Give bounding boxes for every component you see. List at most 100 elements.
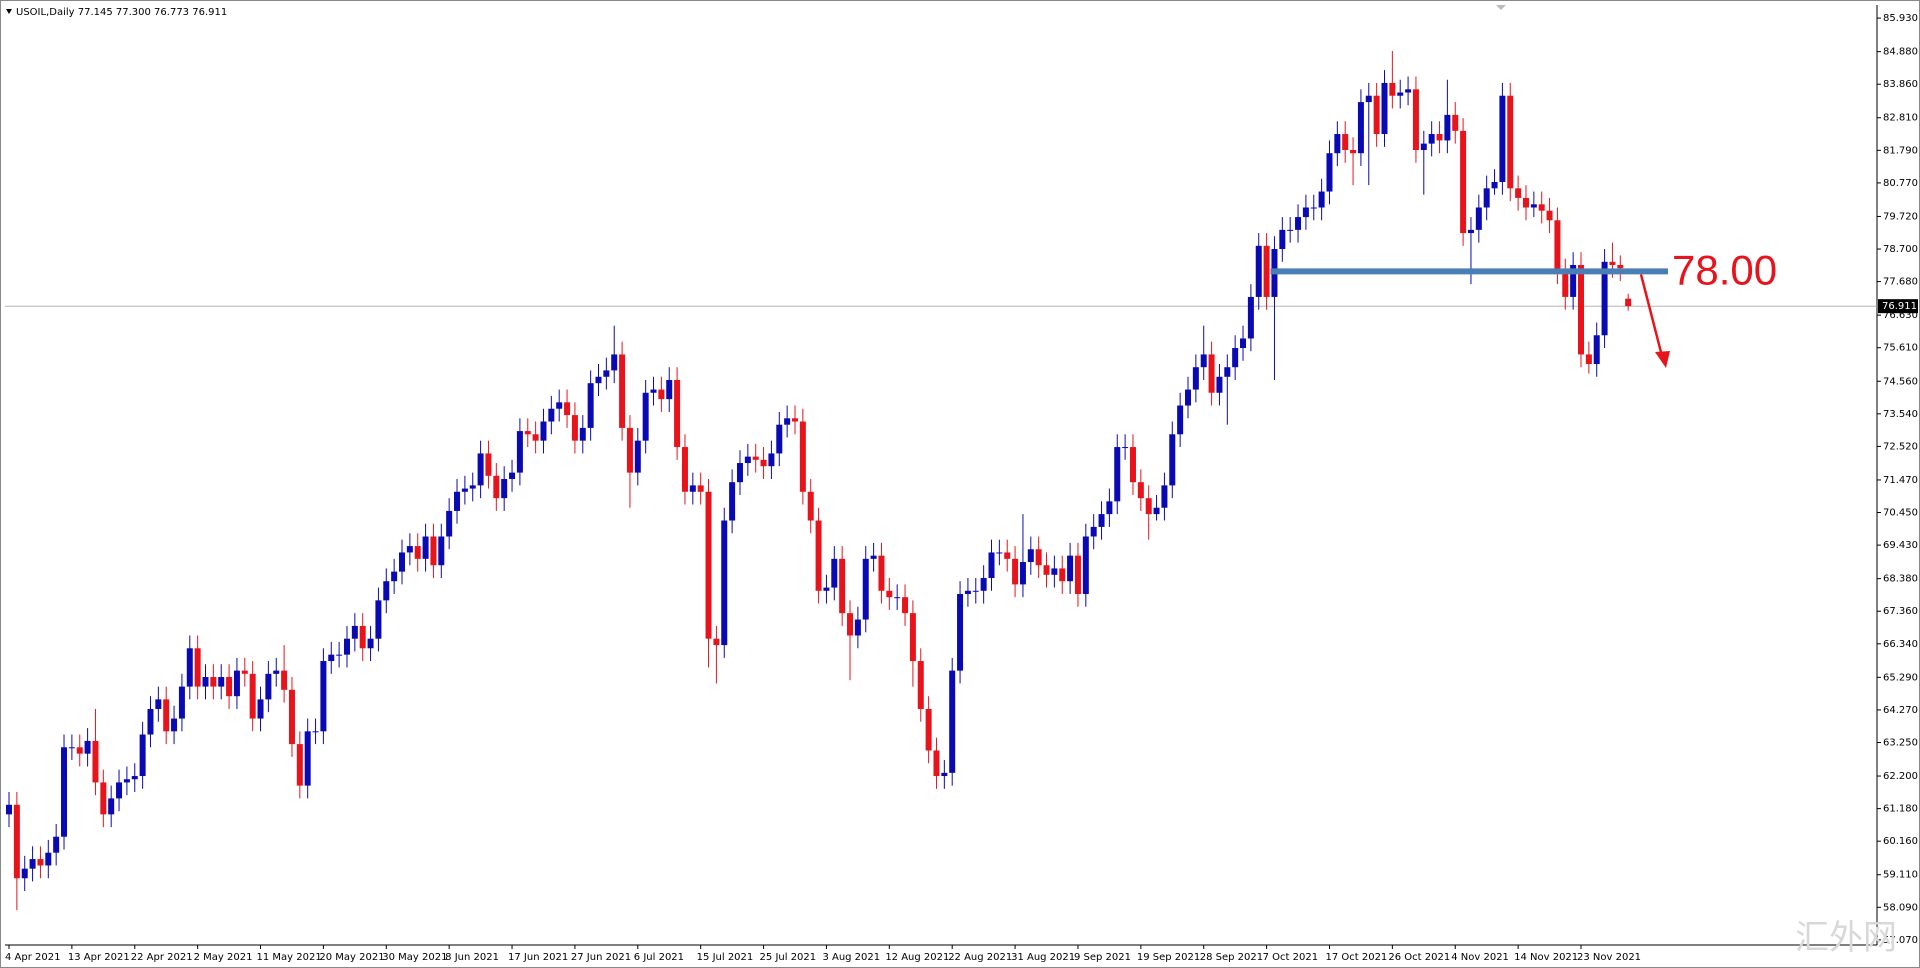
candle-body	[116, 782, 123, 799]
candle-body	[658, 389, 665, 400]
x-tick-label: 28 Sep 2021	[1200, 952, 1263, 963]
x-tick-label: 22 Aug 2021	[948, 952, 1012, 963]
candle-body	[674, 379, 681, 448]
candle-body	[375, 600, 382, 639]
x-tick-label: 26 Oct 2021	[1388, 952, 1450, 963]
x-tick-label: 14 Nov 2021	[1514, 952, 1578, 963]
candle-body	[792, 418, 798, 422]
candle-body	[1609, 261, 1616, 265]
candle-body	[1420, 143, 1427, 151]
candle-body	[894, 597, 901, 599]
candle-body	[736, 463, 743, 483]
x-tick-label: 23 Nov 2021	[1577, 952, 1641, 963]
candle-body	[587, 383, 594, 428]
candle-body	[603, 370, 610, 377]
candle-body	[689, 485, 696, 492]
candle-body	[233, 670, 240, 697]
candle-body	[501, 478, 508, 499]
candle-body	[1098, 514, 1105, 527]
x-tick-label: 6 Jul 2021	[634, 952, 684, 963]
candle-body	[1027, 549, 1034, 563]
candle-body	[886, 590, 893, 598]
candle-body	[1365, 95, 1372, 103]
candle-body	[414, 546, 421, 559]
candle-body	[752, 456, 759, 460]
candle-body	[1302, 207, 1309, 218]
candle-body	[823, 587, 830, 591]
candle-body	[68, 747, 75, 749]
candle-body	[1051, 568, 1058, 575]
candle-body	[1562, 271, 1569, 297]
candle-body	[1216, 376, 1223, 393]
candle-body	[312, 731, 319, 733]
candle-body	[1318, 191, 1325, 208]
candle-body	[870, 555, 877, 559]
candle-body	[902, 597, 909, 614]
candle-body	[1145, 498, 1152, 515]
candle-body	[1467, 229, 1474, 234]
y-tick-label: 63.250	[1883, 737, 1918, 748]
candle-body	[1074, 555, 1081, 594]
candle-body	[422, 536, 429, 559]
candle-body	[949, 670, 956, 773]
candle-body	[1200, 354, 1207, 368]
candle-body	[988, 552, 995, 579]
y-tick-label: 70.450	[1883, 508, 1918, 519]
candle-body	[281, 670, 288, 690]
candle-body	[564, 402, 571, 416]
candle-body	[1129, 447, 1136, 483]
candle-body	[831, 558, 838, 588]
y-tick-label: 69.430	[1883, 540, 1918, 551]
candle-body	[1381, 82, 1388, 135]
candle-body	[477, 453, 484, 486]
candle-body	[1019, 562, 1026, 585]
candle-body	[1122, 447, 1129, 449]
candle-body	[1035, 549, 1042, 566]
y-tick-label: 76.630	[1883, 310, 1918, 321]
candle-body	[807, 491, 814, 521]
candle-body	[626, 427, 633, 473]
watermark: 汇外网	[1795, 918, 1897, 958]
x-tick-label: 2 May 2021	[194, 952, 253, 963]
candle-body	[288, 689, 295, 745]
candle-body	[666, 379, 673, 400]
y-tick-label: 72.520	[1883, 441, 1918, 452]
candle-body	[163, 699, 170, 732]
candle-body	[178, 686, 185, 719]
candle-body	[839, 558, 846, 614]
candle-body	[642, 392, 649, 441]
candle-body	[406, 546, 413, 553]
x-tick-label: 20 May 2021	[319, 952, 384, 963]
candle-body	[1342, 134, 1349, 151]
candle-body	[1169, 434, 1176, 486]
candle-body	[933, 750, 940, 777]
candle-body	[29, 859, 36, 869]
x-tick-label: 11 May 2021	[257, 952, 322, 963]
candle-body	[760, 459, 767, 467]
candle-body	[1334, 134, 1341, 154]
y-tick-label: 84.880	[1883, 47, 1918, 58]
candle-body	[53, 836, 60, 853]
candle-body	[854, 619, 861, 636]
x-tick-label: 8 Jun 2021	[445, 952, 499, 963]
candle-body	[799, 421, 806, 492]
candle-body	[469, 485, 476, 489]
candle-body	[1601, 261, 1608, 336]
candle-body	[972, 590, 979, 592]
x-tick-label: 9 Sep 2021	[1074, 952, 1131, 963]
candle-body	[249, 673, 256, 719]
candle-body	[509, 472, 516, 479]
candle-body	[1263, 245, 1270, 297]
x-tick-label: 13 Apr 2021	[68, 952, 130, 963]
candle-body	[343, 638, 350, 655]
candle-body	[241, 670, 248, 674]
candle-body	[1483, 188, 1490, 208]
candle-body	[1043, 565, 1050, 575]
candle-body	[611, 354, 618, 371]
candle-body	[1137, 482, 1144, 499]
candle-body	[1515, 188, 1522, 198]
candle-body	[1397, 92, 1404, 96]
candle-body	[485, 453, 492, 476]
candle-body	[84, 740, 91, 754]
candle-body	[304, 731, 311, 786]
